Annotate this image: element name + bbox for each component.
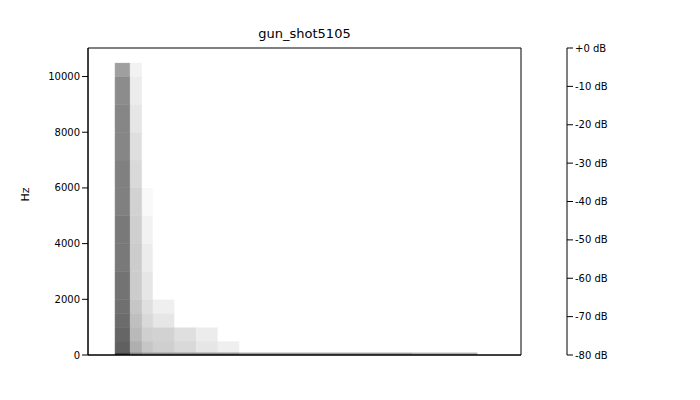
svg-text:-80 dB: -80 dB [575,350,608,361]
html-text:gun_shot5105: gun_shot5105 [258,26,351,41]
svg-text:10000: 10000 [48,71,80,82]
svg-text:-70 dB: -70 dB [575,311,608,322]
svg-text:-20 dB: -20 dB [575,119,608,130]
svg-text:+0 dB: +0 dB [575,43,606,54]
svg-text:Hz: Hz [19,187,32,201]
svg-text:4000: 4000 [55,238,80,249]
svg-text:0: 0 [74,350,80,361]
svg-text:-50 dB: -50 dB [575,234,608,245]
svg-text:-30 dB: -30 dB [575,158,608,169]
svg-text:8000: 8000 [55,127,80,138]
svg-text:-60 dB: -60 dB [575,273,608,284]
svg-text:6000: 6000 [55,182,80,193]
svg-text:-40 dB: -40 dB [575,196,608,207]
svg-text:-10 dB: -10 dB [575,81,608,92]
svg-text:2000: 2000 [55,294,80,305]
